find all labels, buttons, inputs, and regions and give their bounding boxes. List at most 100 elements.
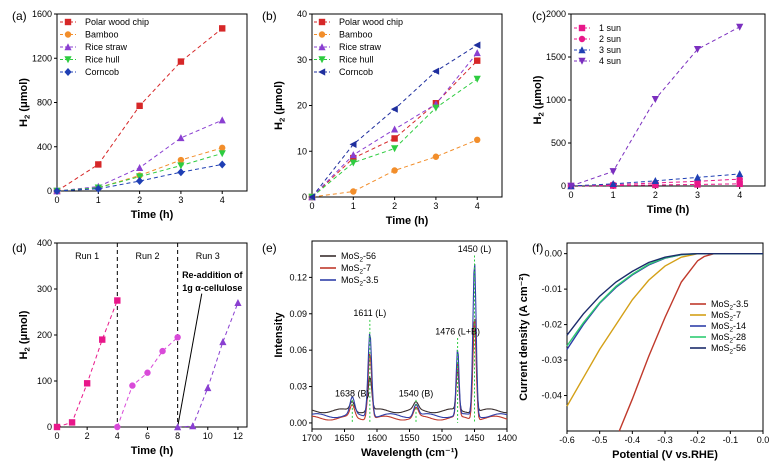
annotation-line-2: 1g α-cellulose: [182, 283, 242, 293]
data-point: [432, 67, 440, 75]
x-axis-title: Potential (V vs.RHE): [612, 449, 718, 461]
x-tick-label: 6: [145, 431, 150, 441]
legend-entry: Polar wood chip: [339, 17, 403, 27]
x-tick-label: 10: [203, 431, 213, 441]
data-point: [474, 57, 481, 64]
legend-marker: [64, 56, 72, 64]
x-axis-title: Time (h): [647, 204, 690, 216]
x-tick-label: 1650: [334, 433, 354, 443]
data-point: [390, 105, 398, 113]
y-tick-label: 0.00: [289, 418, 307, 428]
x-tick-label: 3: [695, 190, 700, 200]
y-tick-label: -0.02: [541, 320, 562, 330]
data-point: [473, 49, 481, 57]
data-point: [136, 163, 144, 171]
data-point: [218, 150, 226, 158]
peak-label: 1450 (L): [458, 244, 492, 254]
legend-entry: 4 sun: [599, 56, 621, 66]
legend-entry: Rice hull: [85, 55, 120, 65]
x-tick-label: 1550: [399, 433, 419, 443]
x-tick-label: 4: [475, 201, 480, 211]
y-tick-label: 500: [551, 138, 566, 148]
legend-marker: [318, 31, 326, 38]
data-point: [68, 419, 76, 426]
x-tick-label: 0: [54, 195, 59, 205]
data-point: [219, 25, 226, 32]
legend-entry: Polar wood chip: [85, 17, 149, 27]
y-axis-title: Intensity: [273, 312, 285, 358]
y-tick-label: -0.03: [541, 355, 562, 365]
run-label: Run 2: [135, 251, 159, 261]
data-point: [114, 423, 121, 431]
data-point: [144, 369, 151, 376]
data-point: [129, 382, 136, 389]
y-tick-label: -0.04: [541, 391, 562, 401]
y-tick-label: 400: [37, 142, 52, 152]
y-tick-label: 0.03: [289, 382, 307, 392]
y-tick-label: 2000: [546, 9, 566, 19]
data-point: [218, 116, 226, 124]
panel-f: (f) -0.6 -0.5 -0.4 -0.3 -0.2 -0.1 0.0 0.00 -0.01 -…: [518, 241, 769, 461]
x-tick-label: -0.6: [559, 435, 575, 445]
data-point: [136, 177, 144, 186]
plot-area: Run 1 Run 2 Run 3 Re-addition of 1g α-cellul…: [53, 243, 244, 431]
legend-marker: [578, 24, 586, 32]
y-tick-label: 1000: [546, 95, 566, 105]
plot-area: [566, 252, 763, 432]
legend-entry: MoS2-56: [341, 251, 376, 264]
x-tick-label: 12: [233, 431, 243, 441]
data-point: [136, 102, 143, 110]
data-point: [693, 46, 702, 54]
x-tick-label: 1600: [367, 433, 387, 443]
legend-entry: Bamboo: [85, 30, 119, 40]
x-tick-label: 2: [85, 431, 90, 441]
x-tick-label: 1: [351, 201, 356, 211]
data-point: [136, 173, 144, 181]
peak-label: 1476 (L+B): [435, 326, 480, 336]
plot-frame: [56, 13, 248, 192]
annotation-arrow-line: [177, 293, 203, 428]
series-line: [311, 78, 478, 198]
series-line: [566, 252, 763, 336]
legend-marker: [578, 35, 586, 43]
y-tick-label: 0: [302, 192, 307, 202]
y-tick-label: -0.01: [541, 284, 562, 294]
data-point: [349, 159, 357, 167]
data-point: [693, 173, 702, 181]
spectrum-line: [311, 264, 508, 419]
legend-entry: Rice straw: [339, 42, 382, 52]
data-point: [736, 170, 744, 178]
data-point: [349, 151, 357, 159]
data-point: [391, 125, 399, 133]
panel-label: (b): [262, 9, 277, 23]
data-point: [651, 177, 659, 185]
run-label: Run 1: [75, 251, 99, 261]
legend-marker: [578, 57, 586, 65]
x-tick-label: 4: [737, 190, 742, 200]
peak-label: 1611 (L): [353, 308, 386, 318]
x-tick-label: 1700: [302, 433, 322, 443]
y-tick-label: 100: [37, 376, 52, 386]
run-label: Run 3: [196, 251, 220, 261]
data-point: [308, 193, 316, 201]
legend-entry: Corncob: [339, 67, 373, 77]
x-tick-label: 1450: [464, 433, 484, 443]
x-tick-label: -0.1: [723, 435, 739, 445]
y-tick-label: 0: [561, 181, 566, 191]
series-line: [56, 300, 118, 428]
data-point: [432, 104, 440, 112]
data-point: [391, 145, 399, 153]
legend-entry: 3 sun: [599, 45, 621, 55]
data-point: [474, 136, 481, 144]
series-line: [56, 152, 223, 192]
legend-entry: MoS2-56: [711, 343, 746, 356]
panel-label: (e): [262, 241, 277, 255]
y-tick-label: 300: [37, 284, 52, 294]
x-tick-label: 2: [137, 195, 142, 205]
legend-marker: [64, 18, 72, 26]
legend-entry: 2 sun: [599, 34, 621, 44]
panel-c: (c) 0 1 2 3 4 0 500 1000 1500 2000 Time (h) H2 (μmol…: [532, 9, 766, 216]
legend-entry: MoS2-7: [341, 263, 371, 276]
